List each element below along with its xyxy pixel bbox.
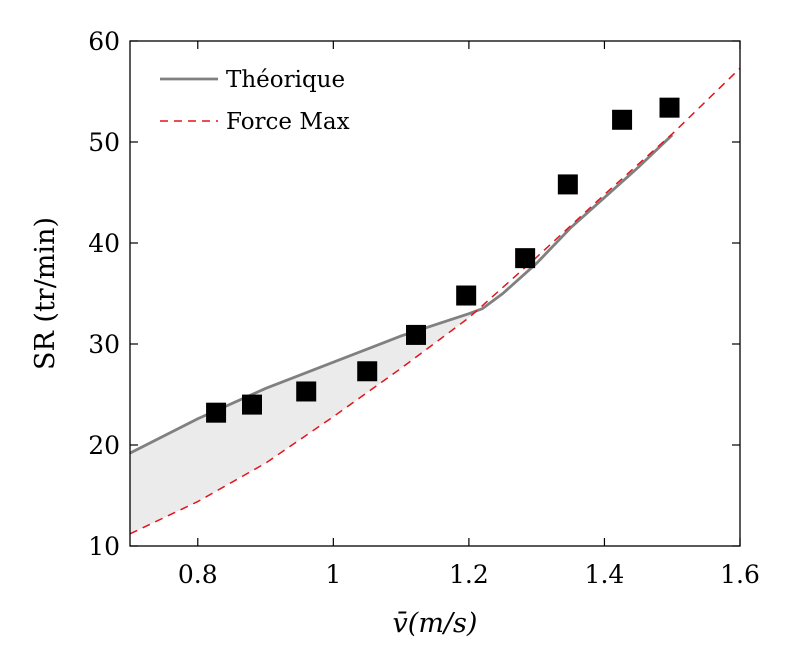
y-tick-label: 30 bbox=[88, 330, 120, 359]
data-point-marker bbox=[406, 324, 427, 345]
data-point-marker bbox=[357, 361, 378, 382]
data-point-marker bbox=[659, 97, 680, 118]
series-layer bbox=[130, 67, 740, 535]
legend-box bbox=[148, 56, 380, 140]
data-point-marker bbox=[456, 285, 477, 306]
y-tick-label: 50 bbox=[88, 128, 120, 157]
x-tick-label: 0.8 bbox=[178, 560, 218, 589]
shaded-region-layer bbox=[130, 311, 476, 534]
shaded-region bbox=[130, 311, 476, 534]
x-tick-label: 1 bbox=[325, 560, 341, 589]
series-line-theorique bbox=[130, 133, 674, 455]
x-axis-label: v̄(m/s) bbox=[393, 608, 478, 639]
legend-label-force-max: Force Max bbox=[226, 109, 350, 135]
y-axis-label: SR (tr/min) bbox=[30, 217, 61, 370]
y-tick-label: 60 bbox=[88, 27, 120, 56]
y-tick-label: 20 bbox=[88, 431, 120, 460]
x-tick-label: 1.2 bbox=[449, 560, 489, 589]
y-tick-label: 40 bbox=[88, 229, 120, 258]
legend: Théorique Force Max bbox=[148, 56, 380, 140]
legend-label-theorique: Théorique bbox=[226, 67, 345, 93]
data-point-marker bbox=[612, 109, 633, 130]
plot-frame bbox=[129, 40, 741, 547]
data-point-marker bbox=[206, 402, 227, 423]
series-line-force-max bbox=[130, 67, 740, 535]
x-tick-label: 1.6 bbox=[720, 560, 760, 589]
data-point-marker bbox=[557, 174, 578, 195]
data-point-marker bbox=[242, 394, 262, 415]
y-tick-label: 10 bbox=[88, 532, 120, 561]
marker-layer bbox=[206, 97, 680, 423]
ticks-layer: 0.8 1 1.2 1.4 1.6 10 20 30 40 50 60 bbox=[88, 27, 760, 589]
x-tick-label: 1.4 bbox=[585, 560, 625, 589]
data-point-marker bbox=[515, 248, 536, 269]
data-point-marker bbox=[296, 381, 317, 402]
